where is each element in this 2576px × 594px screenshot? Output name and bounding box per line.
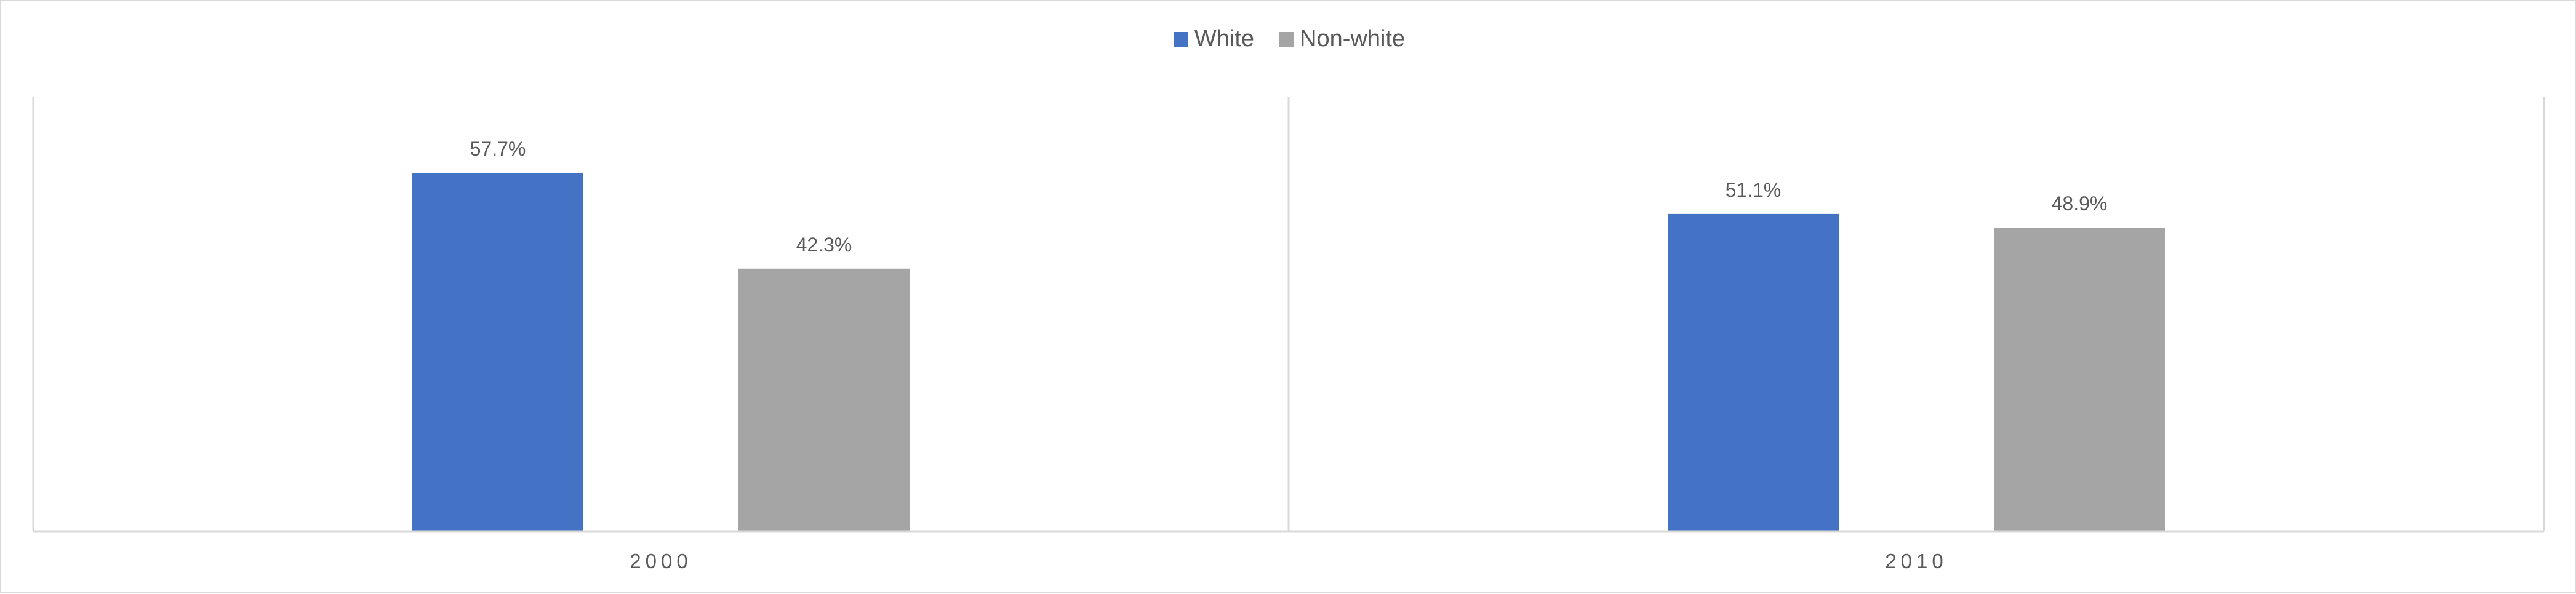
legend-item-non-white: Non-white	[1279, 26, 1405, 52]
legend-swatch-white	[1173, 31, 1188, 47]
x-tick-label: 2010	[1885, 550, 1947, 572]
bar-non-white-2010	[1994, 228, 2165, 531]
bar-non-white-2000	[738, 268, 910, 531]
legend-swatch-non-white	[1279, 31, 1294, 47]
data-label: 42.3%	[796, 234, 852, 256]
x-tick-label: 2000	[630, 550, 692, 572]
data-label: 57.7%	[470, 138, 526, 160]
legend: White Non-white	[1, 26, 2576, 52]
data-label: 48.9%	[2052, 192, 2108, 215]
bar-white-2000	[412, 173, 583, 532]
data-label: 51.1%	[1726, 179, 1782, 201]
legend-label-non-white: Non-white	[1300, 26, 1406, 52]
bar-white-2010	[1668, 213, 1839, 531]
legend-item-white: White	[1173, 26, 1255, 52]
legend-label-white: White	[1194, 26, 1255, 52]
